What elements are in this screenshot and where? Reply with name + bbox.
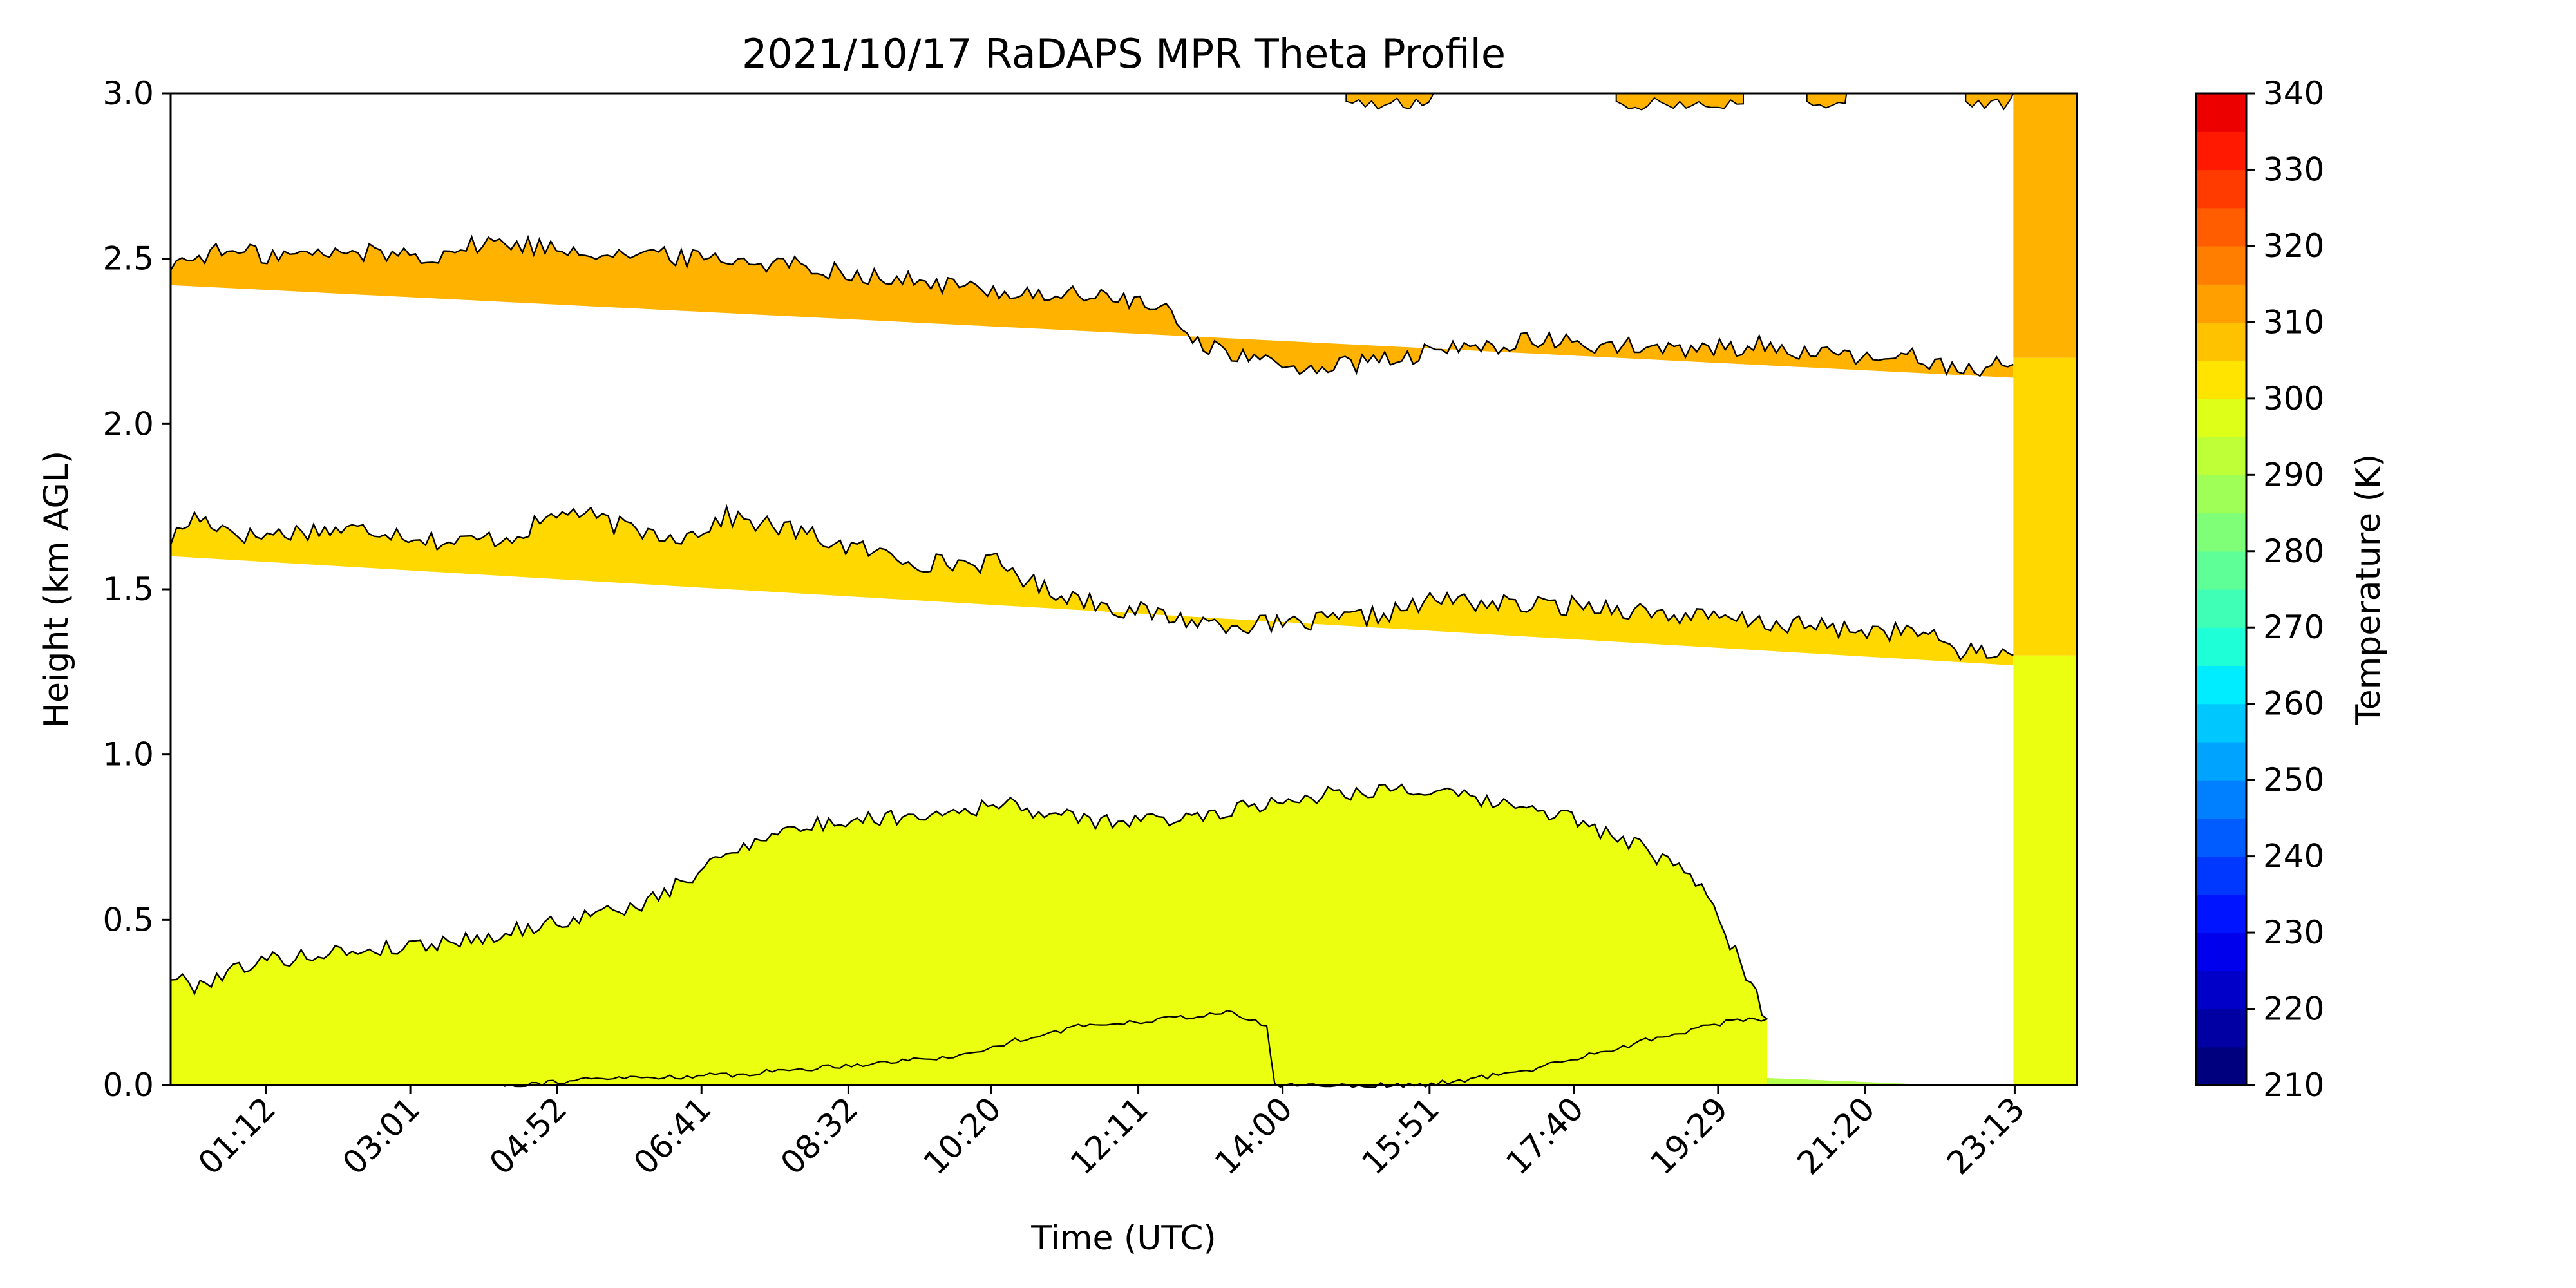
colorbar-tick-label: 300 (2263, 380, 2324, 417)
colorbar-tick-label: 340 (2263, 75, 2324, 112)
colorbar-tick-label: 280 (2263, 533, 2324, 570)
colorbar-swatch (2196, 551, 2246, 590)
colorbar-tick-label: 250 (2263, 761, 2324, 799)
contour-line (169, 504, 2014, 661)
colorbar-swatch (2196, 1046, 2246, 1086)
colorbar-tick-label: 230 (2263, 914, 2324, 951)
colorbar-swatch (2196, 818, 2246, 857)
right-column-band (2013, 93, 2077, 358)
right-column-band (2013, 655, 2077, 1085)
colorbar-swatch (2196, 894, 2246, 933)
colorbar-label: Temperature (K) (2349, 454, 2388, 726)
colorbar-swatch (2196, 360, 2246, 399)
chart-title: 2021/10/17 RaDAPS MPR Theta Profile (742, 30, 1506, 77)
colorbar-tick-label: 270 (2263, 609, 2324, 646)
colorbar-swatch (2196, 322, 2246, 361)
y-axis: 0.0 0.5 1.0 1.5 2.0 2.5 3.0 (102, 75, 171, 1104)
y-tick-label: 3.0 (102, 75, 154, 112)
colorbar-swatch (2196, 437, 2246, 475)
y-tick-label: 0.5 (102, 901, 154, 938)
colorbar-swatch (2196, 131, 2246, 171)
colorbar-swatch (2196, 475, 2246, 514)
y-axis-label: Height (km AGL) (37, 451, 76, 728)
colorbar-swatch (2196, 589, 2246, 628)
top-edge-fragment (1965, 93, 2014, 111)
colorbar-tick-label: 260 (2263, 685, 2324, 723)
y-tick-label: 2.0 (102, 405, 154, 442)
colorbar-swatch (2196, 780, 2246, 819)
y-tick-label: 2.5 (102, 240, 154, 278)
top-edge-fragment (1345, 93, 1435, 110)
colorbar-tick-label: 320 (2263, 227, 2324, 265)
y-tick-label: 1.5 (102, 571, 154, 608)
colorbar-swatch (2196, 1009, 2246, 1048)
colorbar-swatch (2196, 93, 2246, 132)
colorbar-tick-label: 330 (2263, 151, 2324, 188)
contour-lines (169, 234, 2014, 1088)
inner-contour-line (504, 1010, 1768, 1088)
colorbar-swatch (2196, 665, 2246, 705)
colorbar-tick-label: 220 (2263, 990, 2324, 1028)
colorbar-swatch (2196, 971, 2246, 1010)
colorbar-swatch (2196, 741, 2246, 781)
plot-area (169, 92, 2078, 1088)
colorbar-swatch (2196, 627, 2246, 667)
contour-line (169, 234, 2014, 377)
colorbar-swatches (2196, 93, 2246, 1086)
contour-band-region (171, 506, 2014, 666)
top-edge-fragment (1615, 93, 1744, 111)
colorbar-frame (2195, 92, 2248, 1086)
colorbar-swatch (2196, 856, 2246, 895)
colorbar-swatch (2196, 513, 2246, 552)
colorbar-swatch (2196, 703, 2246, 743)
colorbar-swatch (2196, 207, 2246, 247)
colorbar-swatch (2196, 398, 2246, 437)
colorbar: 210 220 230 240 250 260 270 280 290 300 310 320 330 3… (2195, 75, 2388, 1104)
y-tick-label: 1.0 (102, 736, 154, 773)
x-axis-label: Time (UTC) (1030, 1219, 1216, 1258)
contour-line (170, 783, 1768, 1020)
colorbar-swatch (2196, 245, 2246, 285)
colorbar-tick-label: 210 (2263, 1066, 2324, 1104)
right-column-band (2013, 357, 2077, 656)
colorbar-swatch (2196, 169, 2246, 209)
colorbar-tick-label: 310 (2263, 303, 2324, 341)
y-tick-label: 0.0 (102, 1066, 154, 1104)
contour-band-region (171, 784, 1767, 1085)
colorbar-tick-label: 290 (2263, 456, 2324, 493)
colorbar-swatch (2196, 933, 2246, 971)
colorbar-swatch (2196, 284, 2246, 323)
colorbar-ticks: 210 220 230 240 250 260 270 280 290 300 310 320 330 3… (2246, 75, 2324, 1104)
colorbar-tick-label: 240 (2263, 838, 2324, 875)
top-edge-fragment (1806, 93, 1848, 109)
